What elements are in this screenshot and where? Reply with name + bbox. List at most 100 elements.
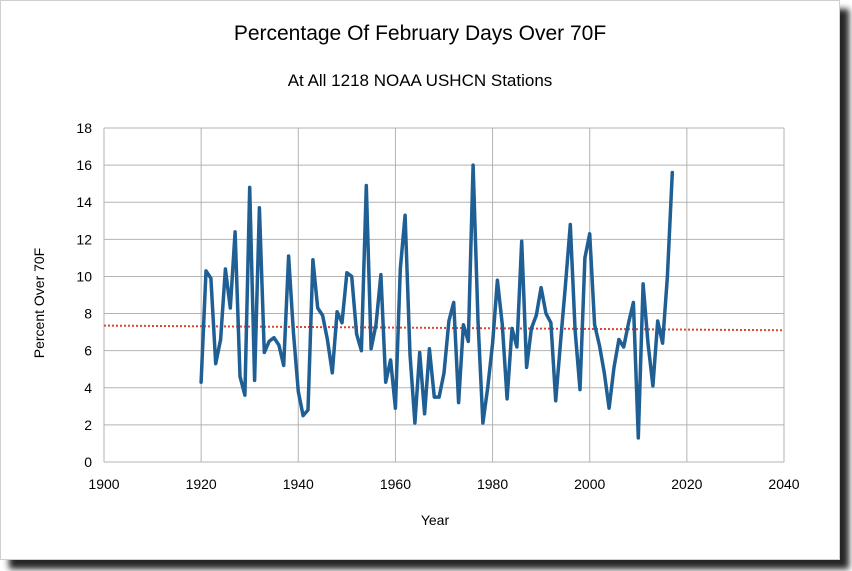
data-point <box>413 421 417 425</box>
trendline <box>103 324 785 332</box>
y-tick-label: 4 <box>84 380 92 396</box>
data-point <box>627 321 630 325</box>
x-tick-label: 2040 <box>768 476 799 492</box>
data-point <box>384 381 387 384</box>
data-point <box>535 314 538 317</box>
data-point <box>525 366 528 369</box>
data-point <box>243 394 247 397</box>
data-point <box>199 381 203 384</box>
data-point <box>272 336 276 339</box>
data-point <box>646 342 650 345</box>
data-point <box>214 362 217 365</box>
data-point <box>544 312 548 315</box>
data-point <box>510 327 514 330</box>
data-point <box>452 301 455 304</box>
data-point <box>209 277 213 280</box>
data-point <box>437 395 441 399</box>
data-point <box>301 414 305 417</box>
data-point <box>554 399 557 402</box>
data-point <box>224 267 227 271</box>
data-point <box>306 408 310 412</box>
data-point <box>389 358 392 362</box>
chart-subtitle: At All 1218 NOAA USHCN Stations <box>288 71 553 90</box>
data-point <box>360 349 363 352</box>
data-point <box>539 286 543 289</box>
data-point <box>447 319 451 323</box>
y-tick-label: 18 <box>76 120 92 136</box>
data-point <box>442 371 446 375</box>
data-point <box>369 347 373 351</box>
data-point <box>233 230 237 234</box>
data-point <box>641 282 645 286</box>
y-tick-label: 14 <box>76 194 92 210</box>
data-point <box>471 163 475 167</box>
data-point <box>263 351 266 354</box>
data-point <box>632 301 635 304</box>
data-point <box>433 395 436 399</box>
data-point <box>331 371 334 375</box>
data-point <box>204 269 208 273</box>
data-point <box>297 390 300 393</box>
data-point <box>637 436 640 440</box>
x-tick-label: 1960 <box>380 476 411 492</box>
data-point <box>612 366 616 369</box>
data-point <box>340 321 344 325</box>
data-point <box>394 406 397 410</box>
data-point <box>428 347 431 351</box>
data-point <box>583 256 587 260</box>
y-tick-label: 2 <box>84 417 92 433</box>
data-point <box>617 338 621 341</box>
data-point <box>505 397 509 401</box>
data-point <box>321 314 324 317</box>
data-points <box>199 163 674 440</box>
x-tick-label: 2000 <box>574 476 605 492</box>
data-point <box>588 232 591 235</box>
data-point <box>253 379 256 382</box>
data-point <box>651 384 655 388</box>
data-point <box>622 345 625 349</box>
x-tick-labels: 1900 1920 1940 1960 1980 2000 2020 2040 <box>88 476 799 492</box>
data-point <box>496 278 499 282</box>
y-tick-label: 6 <box>84 343 92 359</box>
data-point <box>481 421 485 425</box>
data-point <box>530 327 533 330</box>
data-point <box>569 223 572 226</box>
data-point <box>671 171 674 174</box>
data-point <box>374 323 378 326</box>
data-point <box>399 267 402 271</box>
data-point <box>598 343 601 347</box>
data-point <box>501 323 504 326</box>
data-point <box>219 338 222 341</box>
y-tick-labels: 0 2 4 6 8 10 12 14 16 18 <box>76 120 92 470</box>
data-point <box>578 388 582 391</box>
data-point <box>267 340 271 343</box>
y-tick-label: 8 <box>84 306 92 322</box>
data-point <box>564 284 567 287</box>
data-point <box>457 401 460 404</box>
data-point <box>418 351 421 354</box>
data-point <box>666 275 669 278</box>
data-point <box>258 206 261 209</box>
data-point <box>515 345 519 349</box>
chart-frame: Percentage Of February Days Over 70F At … <box>0 0 840 560</box>
x-tick-label: 1980 <box>477 476 508 492</box>
data-point <box>559 340 562 343</box>
data-point <box>316 306 319 310</box>
data-point <box>326 338 329 341</box>
x-tick-label: 1940 <box>283 476 314 492</box>
data-point <box>656 319 659 323</box>
data-point <box>282 364 285 367</box>
data-point <box>603 371 606 375</box>
data-point <box>248 186 251 189</box>
data-point <box>403 214 407 217</box>
data-point <box>311 258 315 261</box>
data-point <box>345 271 349 274</box>
data-point <box>573 329 577 332</box>
y-axis-label: Percent Over 70F <box>31 248 47 359</box>
data-point <box>549 321 553 325</box>
y-tick-label: 16 <box>76 157 92 173</box>
data-point <box>355 332 358 336</box>
data-point <box>292 330 295 334</box>
y-tick-label: 0 <box>84 454 92 470</box>
data-point <box>491 342 494 345</box>
